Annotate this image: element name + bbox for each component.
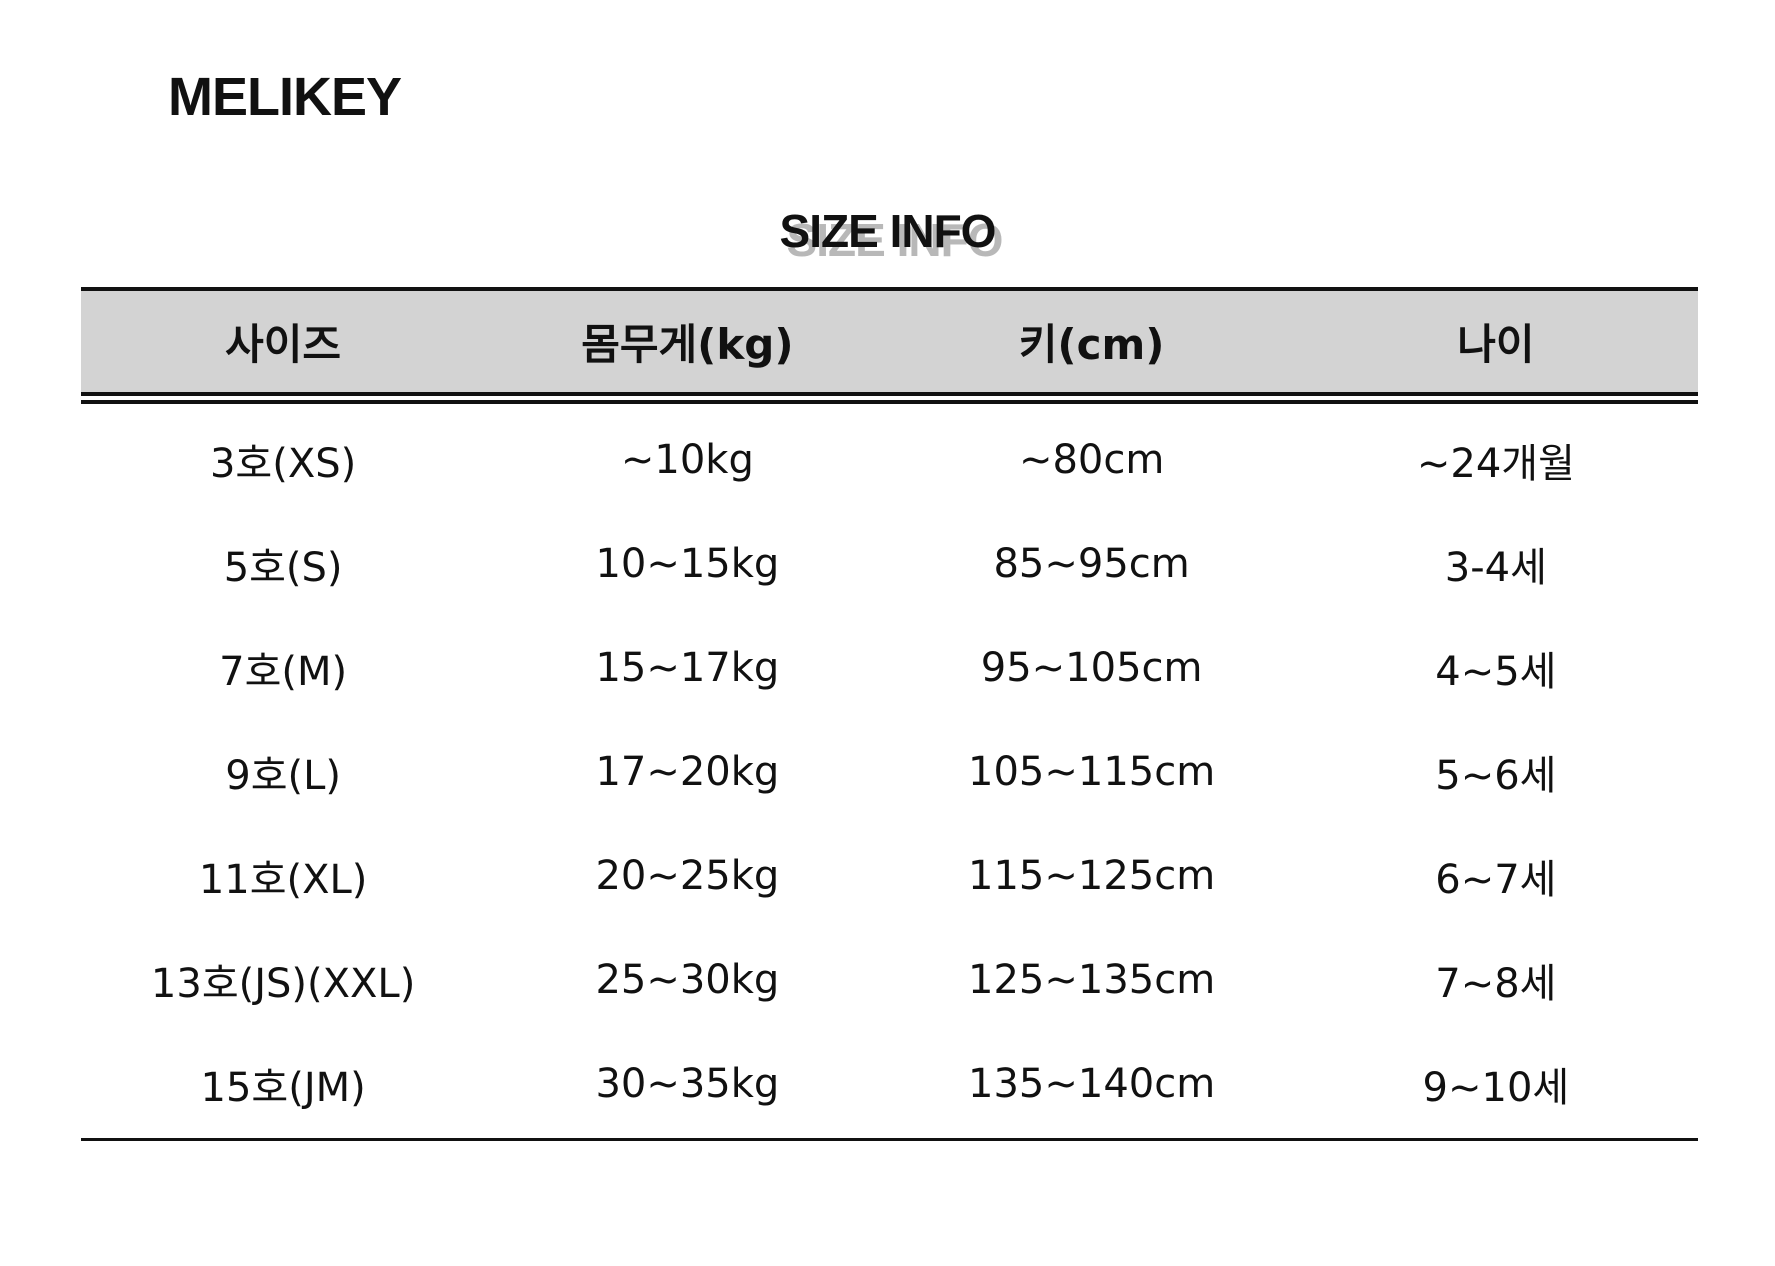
cell-size: 15호(JM)	[200, 1065, 366, 1111]
cell-age: 4~5세	[1435, 649, 1557, 695]
table-row: 7호(M) 15~17kg 95~105cm 4~5세	[81, 616, 1698, 720]
table-header: 사이즈 몸무게(kg) 키(cm) 나이	[81, 291, 1698, 392]
table-row: 5호(S) 10~15kg 85~95cm 3-4세	[81, 512, 1698, 616]
table-bottom-rule	[81, 1138, 1698, 1141]
cell-height: 85~95cm	[993, 541, 1190, 587]
cell-weight: 15~17kg	[595, 645, 780, 691]
cell-age: ~24개월	[1416, 441, 1575, 487]
cell-height: 125~135cm	[968, 957, 1216, 1003]
cell-size: 13호(JS)(XXL)	[150, 961, 416, 1007]
table-row: 13호(JS)(XXL) 25~30kg 125~135cm 7~8세	[81, 928, 1698, 1032]
cell-weight: 20~25kg	[595, 853, 780, 899]
cell-height: 115~125cm	[968, 853, 1216, 899]
table-body: 3호(XS) ~10kg ~80cm ~24개월 5호(S) 10~15kg 85~95cm…	[81, 404, 1698, 1136]
cell-age: 7~8세	[1435, 961, 1557, 1007]
cell-age: 5~6세	[1435, 753, 1557, 799]
brand-logo: MELIKEY	[168, 67, 402, 127]
cell-weight: 25~30kg	[595, 957, 780, 1003]
table-row: 11호(XL) 20~25kg 115~125cm 6~7세	[81, 824, 1698, 928]
table-row: 3호(XS) ~10kg ~80cm ~24개월	[81, 408, 1698, 512]
cell-height: 105~115cm	[968, 749, 1216, 795]
cell-weight: 17~20kg	[595, 749, 780, 795]
cell-age: 9~10세	[1422, 1065, 1570, 1111]
cell-size: 7호(M)	[219, 649, 348, 695]
header-weight: 몸무게(kg)	[581, 320, 794, 369]
cell-weight: 10~15kg	[595, 541, 780, 587]
size-table: 사이즈 몸무게(kg) 키(cm) 나이 3호(XS) ~10kg ~80cm ~24…	[81, 287, 1698, 1141]
page-title: SIZE INFO	[779, 205, 997, 257]
cell-height: ~80cm	[1018, 437, 1165, 483]
table-top-rule	[81, 287, 1698, 291]
cell-weight: ~10kg	[620, 437, 754, 483]
cell-size: 9호(L)	[225, 753, 341, 799]
header-height: 키(cm)	[1018, 320, 1165, 369]
cell-height: 135~140cm	[968, 1061, 1216, 1107]
cell-weight: 30~35kg	[595, 1061, 780, 1107]
cell-height: 95~105cm	[980, 645, 1203, 691]
table-row: 15호(JM) 30~35kg 135~140cm 9~10세	[81, 1032, 1698, 1136]
header-rule-2	[81, 400, 1698, 404]
cell-age: 3-4세	[1444, 545, 1547, 591]
table-row: 9호(L) 17~20kg 105~115cm 5~6세	[81, 720, 1698, 824]
header-size: 사이즈	[225, 320, 342, 369]
header-age: 나이	[1457, 320, 1535, 369]
cell-size: 11호(XL)	[198, 857, 368, 903]
cell-age: 6~7세	[1435, 857, 1557, 903]
header-rule-1	[81, 392, 1698, 396]
cell-size: 5호(S)	[223, 545, 343, 591]
cell-size: 3호(XS)	[209, 441, 357, 487]
